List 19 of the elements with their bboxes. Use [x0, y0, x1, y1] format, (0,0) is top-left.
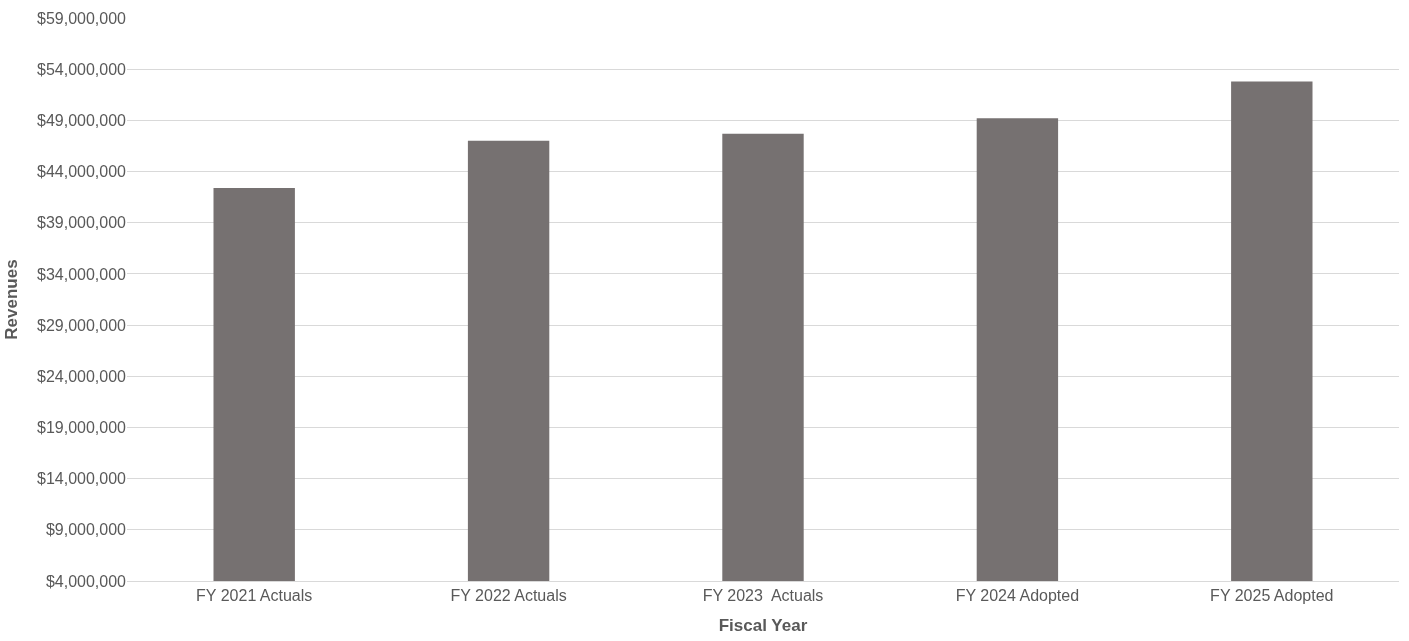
- y-tick-label: $14,000,000: [37, 470, 127, 488]
- x-tick-label: FY 2024 Adopted: [955, 587, 1080, 605]
- y-tick-label: $49,000,000: [37, 111, 127, 129]
- x-tick-label: FY 2023 Actuals: [702, 587, 824, 605]
- y-tick-label: $4,000,000: [45, 572, 127, 590]
- y-tick-label: $34,000,000: [37, 265, 127, 283]
- y-tick-label: $19,000,000: [37, 419, 127, 437]
- x-tick-label: FY 2022 Actuals: [450, 587, 567, 605]
- x-tick-label: FY 2021 Actuals: [196, 587, 313, 605]
- y-tick-label: $44,000,000: [37, 163, 127, 181]
- y-tick-label: $9,000,000: [45, 521, 127, 539]
- y-axis-title: Revenues: [1, 259, 21, 340]
- y-tick-label: $24,000,000: [37, 367, 127, 385]
- x-axis-title: Fiscal Year: [718, 615, 808, 635]
- y-tick-label: $59,000,000: [37, 9, 127, 27]
- y-tick-label: $54,000,000: [37, 60, 127, 78]
- y-tick-label: $29,000,000: [37, 316, 127, 334]
- y-tick-label: $39,000,000: [37, 214, 127, 232]
- x-tick-label: FY 2025 Adopted: [1210, 587, 1334, 605]
